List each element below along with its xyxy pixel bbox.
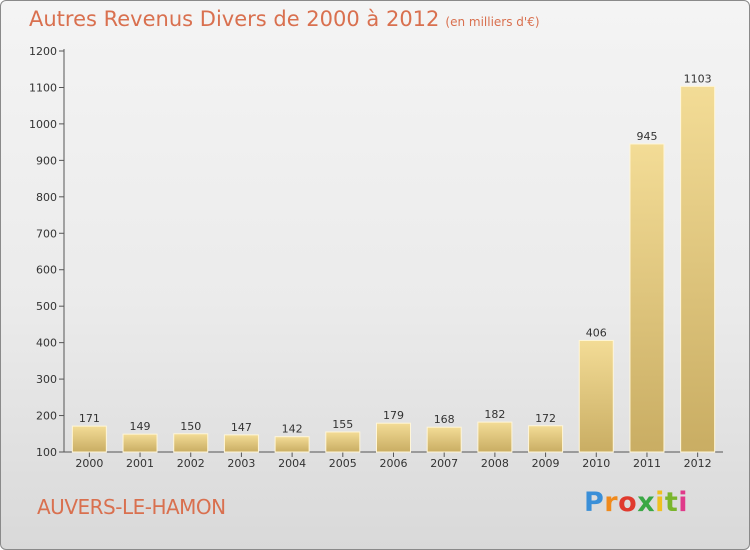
bar-2007 xyxy=(426,426,462,453)
data-label: 147 xyxy=(231,421,252,434)
bar-2012 xyxy=(680,85,716,453)
data-label: 179 xyxy=(383,409,404,422)
proxiti-logo[interactable]: Proxiti xyxy=(584,487,688,518)
commune-name: AUVERS-LE-HAMON xyxy=(37,495,226,519)
logo-letter: P xyxy=(584,487,605,518)
x-tick-label: 2012 xyxy=(684,457,712,470)
y-tick-label: 300 xyxy=(36,373,57,386)
data-label: 172 xyxy=(535,412,556,425)
bar-2009 xyxy=(528,425,564,453)
x-tick-label: 2004 xyxy=(278,457,306,470)
y-tick-label: 400 xyxy=(36,337,57,350)
x-tick-label: 2002 xyxy=(177,457,205,470)
data-label: 1103 xyxy=(684,72,712,85)
data-label: 150 xyxy=(180,420,201,433)
bar-layer: 171 149 150 147 142 155 179 168 182 172 406 945 1103 xyxy=(71,72,716,453)
chart-title: Autres Revenus Divers de 2000 à 2012 (en … xyxy=(29,7,540,31)
y-tick-label: 100 xyxy=(36,446,57,459)
x-tick-label: 2005 xyxy=(329,457,357,470)
bar-2005 xyxy=(325,431,361,453)
bar-2010 xyxy=(578,339,614,453)
data-label: 182 xyxy=(484,408,505,421)
x-tick-label: 2006 xyxy=(380,457,408,470)
bar-2006 xyxy=(376,422,411,453)
x-tick-label: 2001 xyxy=(126,457,154,470)
logo-letter: o xyxy=(618,487,638,518)
bar-2002 xyxy=(173,433,209,453)
logo-letter: x xyxy=(637,487,656,518)
y-tick-label: 1200 xyxy=(29,45,57,58)
bar-2008 xyxy=(477,421,513,453)
y-tick-label: 1000 xyxy=(29,118,57,131)
data-label: 171 xyxy=(79,412,100,425)
axis-layer: 100 200 300 400 500 600 700 800 900 1000 1100 1200 2… xyxy=(29,45,723,470)
y-tick-label: 200 xyxy=(36,410,57,423)
logo-letter: r xyxy=(604,487,619,518)
x-tick-label: 2008 xyxy=(481,457,509,470)
x-tick-label: 2010 xyxy=(582,457,610,470)
bar-2000 xyxy=(71,425,107,453)
logo-letter: i xyxy=(678,487,689,518)
x-tick-label: 2000 xyxy=(75,457,103,470)
data-label: 945 xyxy=(636,130,657,143)
x-tick-label: 2011 xyxy=(633,457,661,470)
logo-letter: i xyxy=(655,487,665,518)
y-tick-label: 800 xyxy=(36,191,57,204)
data-label: 155 xyxy=(332,418,353,431)
data-label: 406 xyxy=(586,326,607,339)
data-label: 142 xyxy=(282,423,303,436)
bar-2003 xyxy=(223,434,259,453)
chart-title-text: Autres Revenus Divers de 2000 à 2012 xyxy=(29,7,440,31)
y-tick-label: 500 xyxy=(36,300,57,313)
bar-2001 xyxy=(122,433,158,453)
data-label: 149 xyxy=(130,420,151,433)
data-label: 168 xyxy=(434,413,455,426)
x-tick-label: 2003 xyxy=(227,457,255,470)
x-tick-label: 2009 xyxy=(532,457,560,470)
y-tick-label: 900 xyxy=(36,154,57,167)
y-tick-label: 600 xyxy=(36,264,57,277)
logo-letter: t xyxy=(664,487,679,518)
bar-2011 xyxy=(629,143,665,453)
x-tick-label: 2007 xyxy=(430,457,458,470)
y-tick-label: 700 xyxy=(36,227,57,240)
y-tick-label: 1100 xyxy=(29,81,57,94)
bar-2004 xyxy=(274,436,310,453)
unit-note: (en milliers d'€) xyxy=(445,15,540,29)
